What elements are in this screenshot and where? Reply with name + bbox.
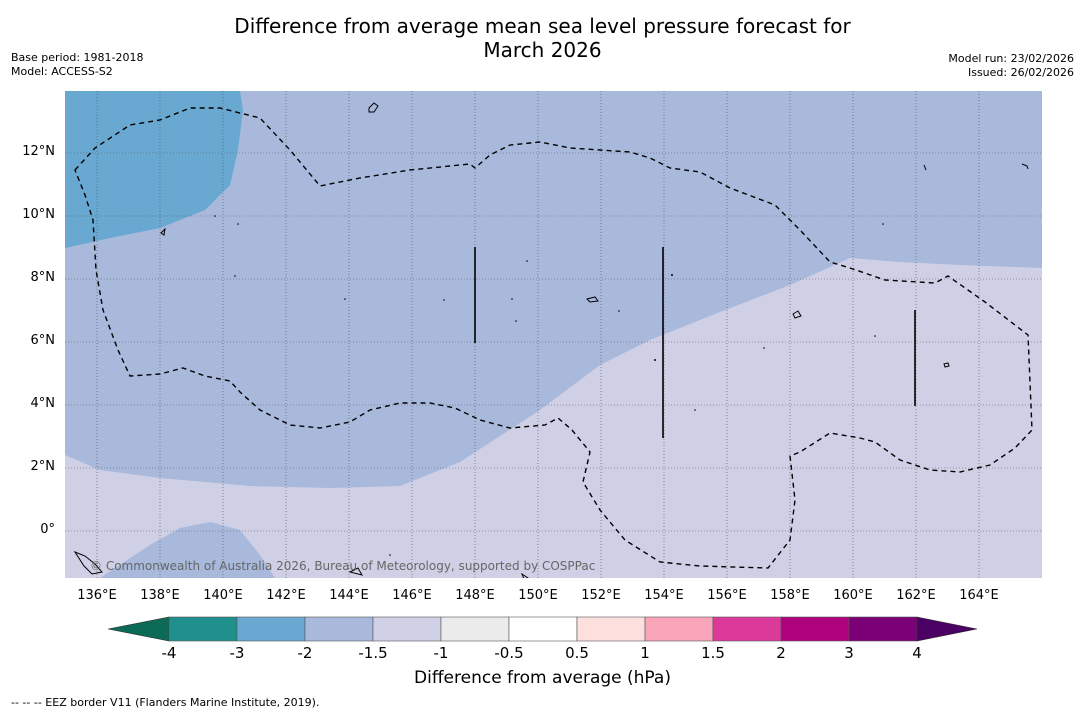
islands (73, 102, 1029, 578)
graticule (65, 91, 1042, 578)
island-yap (160, 227, 166, 236)
island-east (943, 362, 950, 368)
colorbar-tick-label: -1 (433, 644, 449, 662)
atolls (214, 215, 884, 556)
x-tick-label: 142°E (266, 588, 306, 603)
y-tick-label: 0° (40, 522, 55, 537)
colorbar-segment (780, 616, 850, 642)
colorbar-tick-label: -4 (161, 644, 177, 662)
x-tick-label: 152°E (581, 588, 621, 603)
meta-right: Model run: 23/02/2026 Issued: 26/02/2026 (948, 52, 1074, 80)
island-south (520, 572, 529, 578)
x-tick-label: 146°E (392, 588, 432, 603)
zone-minus-1-5 (65, 258, 1042, 578)
colorbar (107, 616, 978, 642)
island-manus (348, 567, 364, 576)
zone-minus-2-south (100, 522, 275, 578)
issued-date: Issued: 26/02/2026 (967, 66, 1074, 79)
model-name: Model: ACCESS-S2 (11, 65, 113, 78)
colorbar-segment (508, 616, 578, 642)
y-tick-label: 6°N (30, 333, 56, 348)
x-tick-label: 136°E (77, 588, 117, 603)
island-chuuk (586, 296, 599, 303)
title-line-1: Difference from average mean sea level p… (234, 14, 851, 38)
island-png-north (73, 550, 103, 575)
colorbar-segment (576, 616, 646, 642)
x-tick-label: 140°E (203, 588, 243, 603)
colorbar-segment (168, 616, 238, 642)
colorbar-tick-label: 3 (844, 644, 854, 662)
zone-minus-3 (65, 91, 243, 248)
colorbar-tick-label: 1.5 (701, 644, 725, 662)
colorbar-tick-label: 2 (776, 644, 786, 662)
colorbar-over-arrow (916, 616, 978, 642)
y-tick-label: 8°N (30, 270, 56, 285)
y-tick-label: 10°N (22, 207, 55, 222)
colorbar-segment (440, 616, 510, 642)
colorbar-tick-label: 1 (640, 644, 650, 662)
x-tick-label: 138°E (140, 588, 180, 603)
colorbar-tick-label: 0.5 (565, 644, 589, 662)
boundary-markers (474, 247, 916, 438)
island-ne2 (923, 164, 927, 171)
colorbar-under-arrow (107, 616, 170, 642)
title-line-2: March 2026 (483, 38, 602, 62)
x-tick-label: 164°E (959, 588, 999, 603)
colorbar-segment (304, 616, 374, 642)
colorbar-tick-label: -0.5 (494, 644, 524, 662)
copyright-notice: © Commonwealth of Australia 2026, Bureau… (90, 559, 596, 573)
colorbar-segment (372, 616, 442, 642)
colorbar-segment (712, 616, 782, 642)
x-tick-label: 162°E (896, 588, 936, 603)
island-kosrae (792, 310, 802, 319)
map-area (65, 91, 1042, 578)
y-tick-label: 2°N (30, 459, 56, 474)
x-tick-label: 150°E (518, 588, 558, 603)
x-tick-label: 154°E (644, 588, 684, 603)
island-northeast (1021, 163, 1029, 170)
model-run: Model run: 23/02/2026 (948, 52, 1074, 65)
footnote: -- -- -- EEZ border V11 (Flanders Marine… (11, 696, 320, 709)
colorbar-tick-label: -1.5 (358, 644, 388, 662)
colorbar-segment (236, 616, 306, 642)
x-tick-label: 156°E (707, 588, 747, 603)
colorbar-segment (644, 616, 714, 642)
colorbar-segment (848, 616, 918, 642)
y-tick-label: 4°N (30, 396, 56, 411)
meta-left: Base period: 1981-2018 Model: ACCESS-S2 (11, 51, 143, 79)
colorbar-tick-label: 4 (912, 644, 922, 662)
colorbar-tick-label: -2 (297, 644, 313, 662)
x-tick-label: 160°E (833, 588, 873, 603)
y-tick-label: 12°N (22, 144, 55, 159)
x-tick-label: 158°E (770, 588, 810, 603)
map-title: Difference from average mean sea level p… (0, 14, 1085, 62)
x-tick-label: 148°E (455, 588, 495, 603)
colorbar-title: Difference from average (hPa) (414, 668, 671, 688)
x-tick-label: 144°E (329, 588, 369, 603)
base-period: Base period: 1981-2018 (11, 51, 144, 64)
island-guam (368, 102, 379, 113)
colorbar-tick-label: -3 (229, 644, 245, 662)
